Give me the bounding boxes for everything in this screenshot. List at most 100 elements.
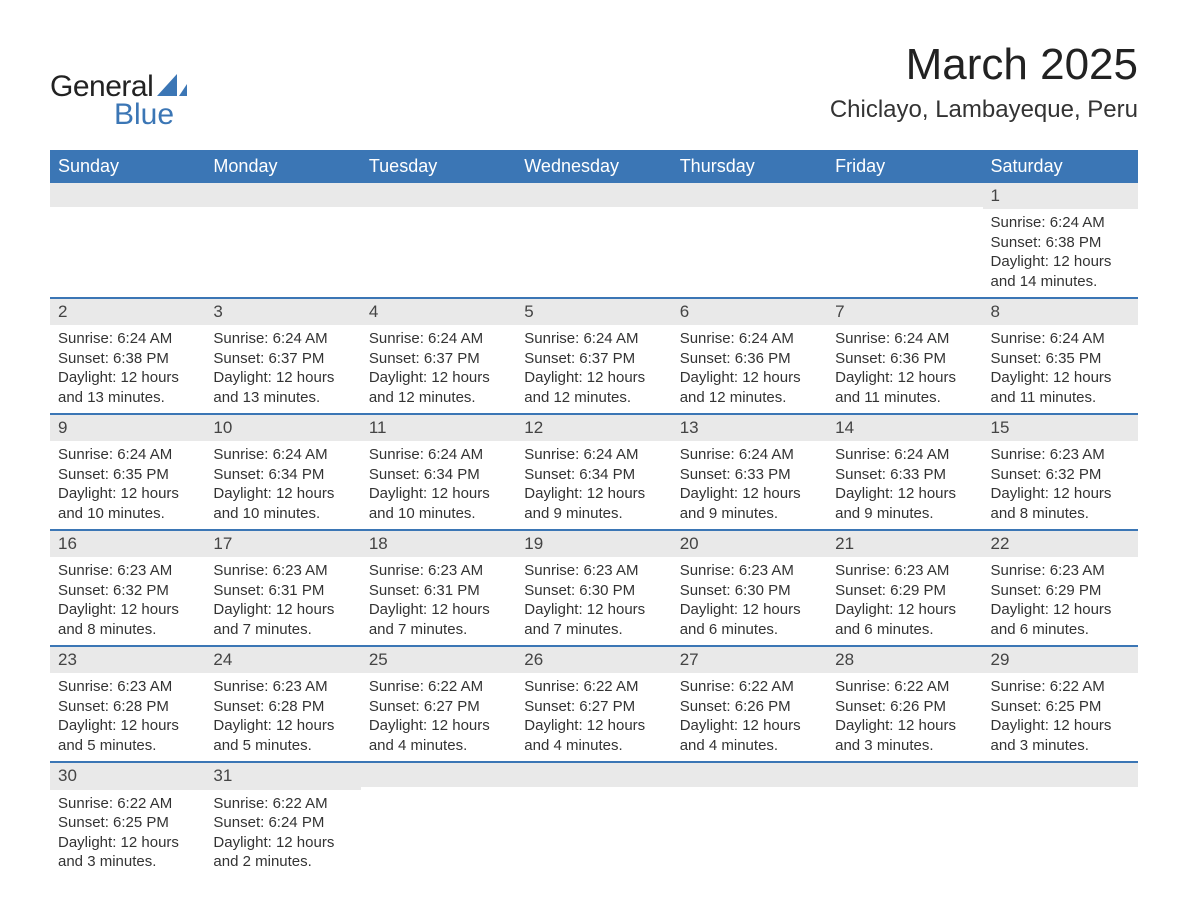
- day-details: Sunrise: 6:23 AMSunset: 6:31 PMDaylight:…: [361, 557, 516, 645]
- day-cell: 13Sunrise: 6:24 AMSunset: 6:33 PMDayligh…: [672, 414, 827, 530]
- sunset-text: Sunset: 6:35 PM: [58, 465, 197, 485]
- day-details: Sunrise: 6:23 AMSunset: 6:32 PMDaylight:…: [983, 441, 1138, 529]
- day-details: Sunrise: 6:23 AMSunset: 6:30 PMDaylight:…: [516, 557, 671, 645]
- empty-day-header: [827, 183, 982, 207]
- week-row: 1Sunrise: 6:24 AMSunset: 6:38 PMDaylight…: [50, 183, 1138, 298]
- daylight-text: Daylight: 12 hours and 6 minutes.: [991, 600, 1130, 639]
- daylight-text: Daylight: 12 hours and 10 minutes.: [369, 484, 508, 523]
- day-number: 31: [205, 763, 360, 789]
- sunrise-text: Sunrise: 6:24 AM: [369, 329, 508, 349]
- empty-day-details: [672, 787, 827, 859]
- empty-day-cell: [983, 762, 1138, 877]
- sunset-text: Sunset: 6:33 PM: [680, 465, 819, 485]
- empty-day-header: [516, 763, 671, 787]
- day-cell: 27Sunrise: 6:22 AMSunset: 6:26 PMDayligh…: [672, 646, 827, 762]
- sunrise-text: Sunrise: 6:23 AM: [835, 561, 974, 581]
- day-details: Sunrise: 6:24 AMSunset: 6:37 PMDaylight:…: [361, 325, 516, 413]
- sunrise-text: Sunrise: 6:22 AM: [991, 677, 1130, 697]
- sunrise-text: Sunrise: 6:23 AM: [524, 561, 663, 581]
- sunrise-text: Sunrise: 6:24 AM: [213, 329, 352, 349]
- sunrise-text: Sunrise: 6:24 AM: [524, 445, 663, 465]
- calendar-table: SundayMondayTuesdayWednesdayThursdayFrid…: [50, 150, 1138, 878]
- sunset-text: Sunset: 6:36 PM: [680, 349, 819, 369]
- page-title: March 2025: [830, 40, 1138, 90]
- empty-day-details: [516, 207, 671, 279]
- empty-day-header: [827, 763, 982, 787]
- sunrise-text: Sunrise: 6:22 AM: [680, 677, 819, 697]
- day-number: 18: [361, 531, 516, 557]
- day-cell: 21Sunrise: 6:23 AMSunset: 6:29 PMDayligh…: [827, 530, 982, 646]
- sunrise-text: Sunrise: 6:23 AM: [991, 561, 1130, 581]
- sunrise-text: Sunrise: 6:24 AM: [58, 445, 197, 465]
- sunset-text: Sunset: 6:37 PM: [213, 349, 352, 369]
- day-number: 8: [983, 299, 1138, 325]
- day-number: 16: [50, 531, 205, 557]
- sunrise-text: Sunrise: 6:24 AM: [991, 329, 1130, 349]
- day-cell: 4Sunrise: 6:24 AMSunset: 6:37 PMDaylight…: [361, 298, 516, 414]
- sunset-text: Sunset: 6:30 PM: [680, 581, 819, 601]
- daylight-text: Daylight: 12 hours and 10 minutes.: [58, 484, 197, 523]
- sunset-text: Sunset: 6:38 PM: [991, 233, 1130, 253]
- sunset-text: Sunset: 6:37 PM: [369, 349, 508, 369]
- day-number: 15: [983, 415, 1138, 441]
- sunset-text: Sunset: 6:38 PM: [58, 349, 197, 369]
- day-details: Sunrise: 6:24 AMSunset: 6:37 PMDaylight:…: [516, 325, 671, 413]
- sail-icon: [157, 74, 187, 101]
- empty-day-cell: [205, 183, 360, 298]
- calendar-body: 1Sunrise: 6:24 AMSunset: 6:38 PMDaylight…: [50, 183, 1138, 878]
- day-details: Sunrise: 6:23 AMSunset: 6:29 PMDaylight:…: [827, 557, 982, 645]
- empty-day-cell: [516, 183, 671, 298]
- day-number: 2: [50, 299, 205, 325]
- day-cell: 2Sunrise: 6:24 AMSunset: 6:38 PMDaylight…: [50, 298, 205, 414]
- day-details: Sunrise: 6:23 AMSunset: 6:32 PMDaylight:…: [50, 557, 205, 645]
- sunrise-text: Sunrise: 6:24 AM: [680, 445, 819, 465]
- weekday-header: Sunday: [50, 150, 205, 183]
- sunset-text: Sunset: 6:35 PM: [991, 349, 1130, 369]
- daylight-text: Daylight: 12 hours and 5 minutes.: [213, 716, 352, 755]
- empty-day-cell: [827, 762, 982, 877]
- daylight-text: Daylight: 12 hours and 8 minutes.: [58, 600, 197, 639]
- day-details: Sunrise: 6:24 AMSunset: 6:37 PMDaylight:…: [205, 325, 360, 413]
- day-cell: 11Sunrise: 6:24 AMSunset: 6:34 PMDayligh…: [361, 414, 516, 530]
- daylight-text: Daylight: 12 hours and 12 minutes.: [369, 368, 508, 407]
- day-cell: 30Sunrise: 6:22 AMSunset: 6:25 PMDayligh…: [50, 762, 205, 877]
- day-number: 11: [361, 415, 516, 441]
- day-details: Sunrise: 6:24 AMSunset: 6:34 PMDaylight:…: [361, 441, 516, 529]
- daylight-text: Daylight: 12 hours and 8 minutes.: [991, 484, 1130, 523]
- daylight-text: Daylight: 12 hours and 7 minutes.: [524, 600, 663, 639]
- day-cell: 17Sunrise: 6:23 AMSunset: 6:31 PMDayligh…: [205, 530, 360, 646]
- day-number: 3: [205, 299, 360, 325]
- sunset-text: Sunset: 6:31 PM: [213, 581, 352, 601]
- day-number: 10: [205, 415, 360, 441]
- sunrise-text: Sunrise: 6:22 AM: [58, 794, 197, 814]
- sunset-text: Sunset: 6:27 PM: [524, 697, 663, 717]
- sunrise-text: Sunrise: 6:23 AM: [213, 677, 352, 697]
- sunset-text: Sunset: 6:31 PM: [369, 581, 508, 601]
- day-cell: 9Sunrise: 6:24 AMSunset: 6:35 PMDaylight…: [50, 414, 205, 530]
- weekday-header: Friday: [827, 150, 982, 183]
- week-row: 2 Sunrise: 6:24 AM Sunset: 6:38 PM Daylight…: [50, 298, 1138, 414]
- day-number: 21: [827, 531, 982, 557]
- logo: General Blue: [50, 70, 187, 132]
- day-cell: 18Sunrise: 6:23 AMSunset: 6:31 PMDayligh…: [361, 530, 516, 646]
- sunrise-text: Sunrise: 6:23 AM: [58, 677, 197, 697]
- logo-text-blue: Blue: [114, 98, 174, 132]
- daylight-text: Daylight: 12 hours and 4 minutes.: [680, 716, 819, 755]
- empty-day-header: [361, 763, 516, 787]
- day-details: Sunrise: 6:22 AMSunset: 6:26 PMDaylight:…: [827, 673, 982, 761]
- sunset-text: Sunset: 6:26 PM: [680, 697, 819, 717]
- sunset-text: Sunset: 6:26 PM: [835, 697, 974, 717]
- weekday-header: Thursday: [672, 150, 827, 183]
- day-details: Sunrise: 6:23 AMSunset: 6:28 PMDaylight:…: [50, 673, 205, 761]
- empty-day-cell: [827, 183, 982, 298]
- sunrise-text: Sunrise: 6:23 AM: [680, 561, 819, 581]
- weekday-header-row: SundayMondayTuesdayWednesdayThursdayFrid…: [50, 150, 1138, 183]
- empty-day-cell: [50, 183, 205, 298]
- empty-day-details: [516, 787, 671, 859]
- sunset-text: Sunset: 6:25 PM: [58, 813, 197, 833]
- day-number: 24: [205, 647, 360, 673]
- empty-day-cell: [516, 762, 671, 877]
- sunset-text: Sunset: 6:32 PM: [58, 581, 197, 601]
- day-details: Sunrise: 6:23 AMSunset: 6:30 PMDaylight:…: [672, 557, 827, 645]
- sunset-text: Sunset: 6:24 PM: [213, 813, 352, 833]
